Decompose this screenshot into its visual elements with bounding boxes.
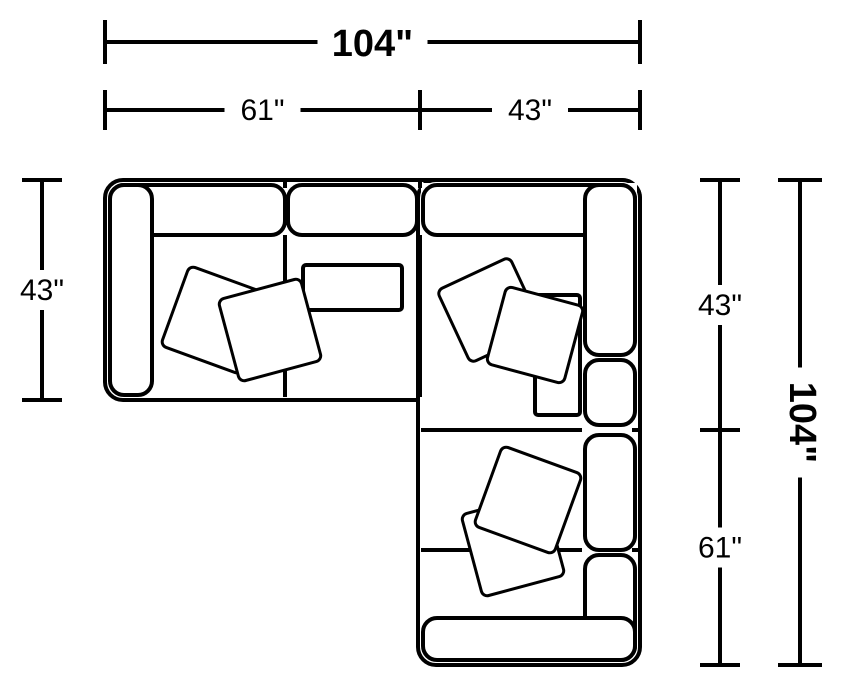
dim-top-right-minor: 43" [508,94,552,127]
dim-right-major: 104" [781,382,823,463]
dim-right-top-minor: 43" [698,289,742,322]
sectional-dimension-diagram: 104" 61" 43" 43" 43" 61" 104" [0,0,841,700]
dim-right-bottom-minor: 61" [698,531,742,564]
dim-top-left-minor: 61" [240,94,284,127]
dim-left-minor: 43" [20,274,64,307]
dim-top-major: 104" [332,23,413,65]
